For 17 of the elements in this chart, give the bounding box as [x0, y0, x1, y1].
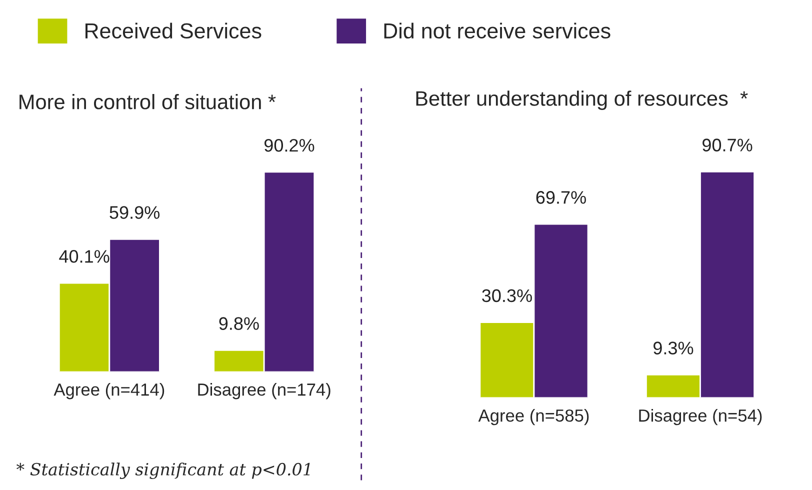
chart-title: More in control of situation * [20, 94, 276, 110]
chart-title: Better understanding of resources * [416, 90, 748, 110]
data-label: 90.7% [702, 138, 752, 152]
data-label: 59.9% [110, 206, 160, 219]
data-label: 69.7% [536, 191, 586, 204]
data-label: 90.2% [264, 138, 314, 152]
x-tick-label: Disagree (n=174) [198, 383, 330, 400]
data-label: 9.3% [654, 342, 694, 354]
legend-label: Received Services [86, 22, 262, 39]
data-label: 40.1% [59, 250, 110, 263]
data-label: 9.8% [219, 317, 259, 330]
text: * Statistically significant at p<0.01 [16, 462, 310, 480]
x-tick-label: Disagree (n=54) [639, 408, 762, 426]
data-label: 30.3% [482, 289, 532, 302]
x-tick-label: Agree (n=585) [478, 408, 589, 426]
legend-label: Did not receive services [384, 22, 610, 39]
x-tick-label: Agree (n=414) [54, 383, 164, 400]
